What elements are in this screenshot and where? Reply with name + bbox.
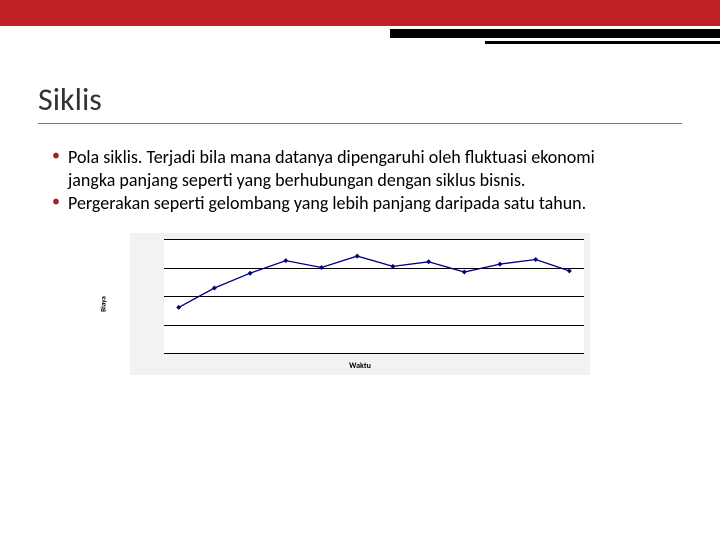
- line-series: [164, 239, 584, 353]
- red-band: [0, 0, 720, 26]
- chart-container: Biaya Waktu: [130, 233, 590, 375]
- slide-content: Siklis Pola siklis. Terjadi bila mana da…: [0, 50, 720, 375]
- header-decoration: [0, 0, 720, 50]
- x-axis-label: Waktu: [349, 361, 371, 371]
- title-divider: [38, 123, 682, 124]
- page-title: Siklis: [38, 80, 682, 119]
- bullet-item: Pola siklis. Terjadi bila mana datanya d…: [68, 146, 628, 192]
- black-band-thick: [390, 29, 720, 38]
- cyclical-chart: Biaya Waktu: [130, 233, 590, 375]
- black-band-thin: [485, 41, 720, 44]
- y-axis-label: Biaya: [99, 296, 108, 312]
- plot-area: [164, 239, 584, 353]
- bullet-list: Pola siklis. Terjadi bila mana datanya d…: [38, 146, 682, 215]
- bullet-item: Pergerakan seperti gelombang yang lebih …: [68, 192, 628, 215]
